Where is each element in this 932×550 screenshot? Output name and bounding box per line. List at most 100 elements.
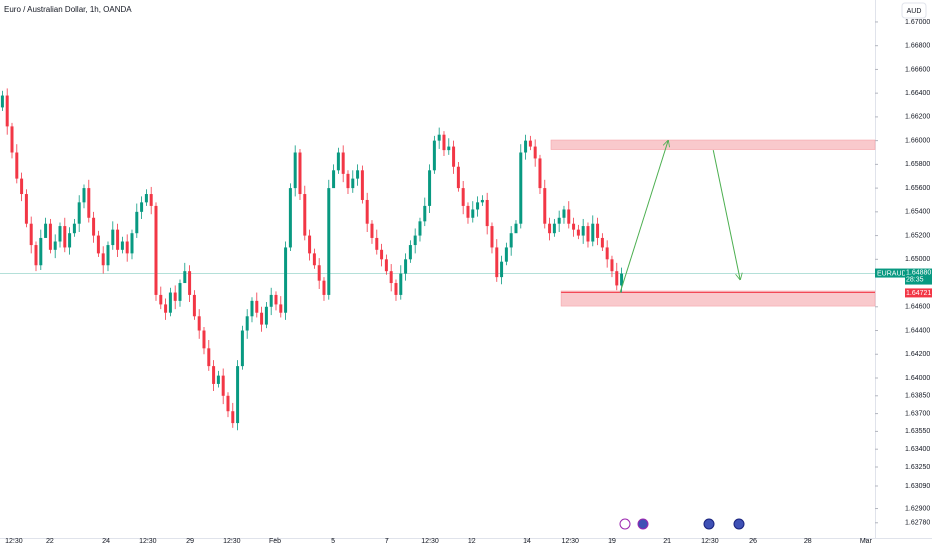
y-tick-label: 1.66200 [905,114,930,121]
y-tick-label: 1.66800 [905,43,930,50]
x-tick-label: 12:30 [139,538,157,545]
candle-body [192,294,196,317]
arrow [619,141,668,293]
candle-body [596,223,600,238]
event-icon[interactable] [703,518,715,530]
candle-body [399,273,403,295]
candle-body [92,217,96,236]
candle-body [437,134,441,141]
last-price-box [875,268,905,278]
candle-body [389,271,393,284]
candle-body [394,283,398,295]
candle-body [461,188,465,206]
candle-body [144,194,148,203]
candle-body [20,178,24,195]
candle-body [269,294,273,307]
candle-body [250,300,254,317]
chart-title: Euro / Australian Dollar, 1h, OANDA [4,5,132,14]
candle-body [293,152,297,189]
y-tick-label: 1.63550 [905,428,930,435]
candle-body [490,226,494,248]
y-tick-label: 1.62900 [905,505,930,512]
arrow [712,150,740,279]
candle-body [0,95,4,108]
y-tick-label: 1.64000 [905,375,930,382]
candle-body [245,316,249,331]
candle-body [336,152,340,171]
candle-body [197,316,201,331]
candle-body [135,211,139,234]
candle-body [591,223,595,242]
candle-body [384,259,388,272]
candle-body [82,188,86,203]
candle-body [533,146,537,159]
y-tick-label: 1.66400 [905,90,930,97]
candle-body [168,292,172,313]
candle-body [581,226,585,236]
candle-body [164,304,168,313]
candle-body [615,271,619,286]
candle-body [408,245,412,260]
candle-body [34,245,38,266]
candle-body [212,366,216,384]
candle-body [572,223,576,230]
candle-body [528,140,532,147]
candle-body [543,188,547,224]
last-symbol: EURAUD [877,270,907,277]
y-tick-label: 1.63250 [905,464,930,471]
candle-body [53,241,57,250]
candle-body [260,312,264,325]
candle-body [312,253,316,266]
x-tick-label: 12:30 [701,538,719,545]
candle-body [29,223,33,246]
y-tick-label: 1.65600 [905,185,930,192]
y-tick-label: 1.63400 [905,446,930,453]
x-tick-label: 21 [663,538,671,545]
candle-body [548,223,552,234]
y-tick-label: 1.65200 [905,232,930,239]
y-tick-label: 1.64600 [905,304,930,311]
currency-button[interactable] [901,2,927,19]
candle-body [154,205,158,295]
zone [550,139,876,150]
candle-body [10,126,14,153]
candle-body [480,199,484,203]
x-tick-label: 12 [468,538,476,545]
candle-body [442,134,446,151]
candle-body [255,300,259,313]
event-icon[interactable] [619,518,631,530]
candle-body [279,304,283,313]
candle-body [5,95,9,127]
candle-body [130,233,134,254]
candle-body [101,253,105,266]
candle-body [380,249,384,260]
candle-body [504,247,508,262]
candle-body [600,237,604,248]
candle-body [356,170,360,179]
candle-body [562,209,566,218]
candle-body [15,152,19,179]
last-price-box [905,268,932,285]
candle-body [183,271,187,284]
candle-body [58,226,62,242]
candle-body [120,241,124,250]
candle-body [351,178,355,189]
candle-body [610,259,614,272]
x-tick-label: 28 [804,538,812,545]
y-tick-label: 1.65800 [905,161,930,168]
x-tick-label: 24 [102,538,110,545]
candle-body [432,140,436,171]
x-tick-label: 7 [385,538,389,545]
candle-body [111,229,115,246]
candle-body [125,241,129,254]
candle-body [428,170,432,206]
x-tick-label: 29 [186,538,194,545]
candle-body [327,188,331,295]
candle-body [576,229,580,236]
event-icon[interactable] [733,518,745,530]
candle-body [370,223,374,238]
candle-body [140,202,144,212]
event-icon[interactable] [637,518,649,530]
